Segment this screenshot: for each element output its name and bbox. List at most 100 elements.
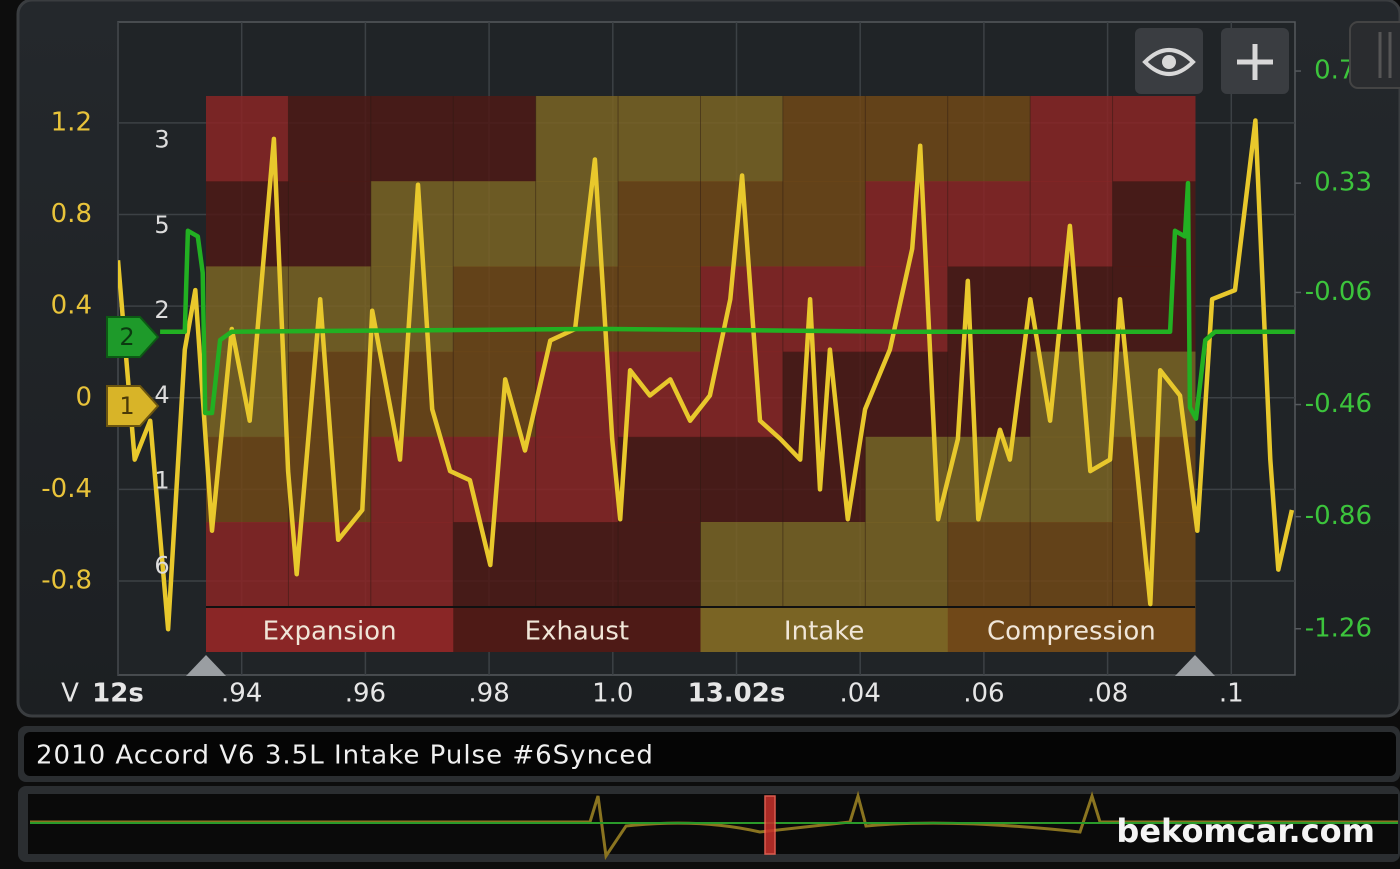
trace xyxy=(118,118,1295,632)
overview-waveform xyxy=(30,790,1398,861)
phase-cell xyxy=(370,522,454,608)
cylinder-label: 4 xyxy=(154,381,169,409)
phase-cell xyxy=(865,96,949,182)
add-button[interactable] xyxy=(1221,28,1289,94)
waveform-title: 2010 Accord V6 3.5L Intake Pulse #6Synce… xyxy=(36,741,654,771)
phase-cell xyxy=(700,96,784,182)
phase-cell xyxy=(288,266,372,353)
y2-tick-label: 0.33 xyxy=(1314,168,1372,198)
phase-cell xyxy=(782,96,866,182)
channel-marker[interactable]: 2 xyxy=(106,316,160,358)
phase-cell xyxy=(865,522,949,608)
watermark: bekomcar.com xyxy=(1116,812,1375,850)
y2-tick-label: -0.06 xyxy=(1305,277,1372,307)
phase-cell xyxy=(782,181,866,267)
cylinder-label: 2 xyxy=(154,296,169,324)
cylinder-label: 6 xyxy=(154,552,169,580)
channel-label: 2 xyxy=(119,323,134,351)
cylinder-phase-overlay xyxy=(206,96,1196,652)
phase-cell xyxy=(782,522,866,608)
x-tick-label: 12s xyxy=(92,679,144,709)
phase-cell xyxy=(618,522,701,608)
phase-band xyxy=(947,608,1196,652)
traces xyxy=(118,118,1295,632)
phase-cell xyxy=(535,96,619,182)
x-tick-label: .06 xyxy=(963,679,1004,709)
cylinder-label: 1 xyxy=(154,466,169,494)
phase-cell xyxy=(865,351,949,438)
phase-cell xyxy=(1112,96,1196,182)
phase-cell xyxy=(1112,266,1196,353)
phase-cell xyxy=(206,522,289,608)
phase-label: Expansion xyxy=(263,617,397,647)
phase-cell xyxy=(1030,266,1114,353)
phase-cell xyxy=(535,351,619,438)
phase-cell xyxy=(206,351,289,438)
phase-cell xyxy=(618,351,701,438)
phase-cell xyxy=(453,96,537,182)
phase-cell xyxy=(1030,522,1114,608)
ruler-marker-left[interactable] xyxy=(186,655,226,676)
phase-cell xyxy=(535,181,619,267)
phase-cell xyxy=(700,436,784,523)
x-tick-label: .1 xyxy=(1219,679,1244,709)
phase-cell xyxy=(618,436,701,523)
phase-cell xyxy=(782,266,866,353)
y2-tick-label: -1.26 xyxy=(1305,613,1372,643)
phase-band xyxy=(453,608,701,652)
y-tick-label: 0.4 xyxy=(51,291,92,321)
phase-cell xyxy=(947,181,1031,267)
phase-cell xyxy=(700,522,784,608)
x-tick-label: 1.0 xyxy=(592,679,633,709)
visibility-button[interactable] xyxy=(1135,28,1203,94)
phase-cell xyxy=(700,266,784,353)
side-handle[interactable] xyxy=(1349,21,1400,89)
phase-cell xyxy=(288,96,372,182)
y-axis-label: V xyxy=(61,679,79,709)
cylinder-label: 3 xyxy=(154,126,169,154)
phase-band xyxy=(700,608,949,652)
y-tick-label: 1.2 xyxy=(51,107,92,137)
x-tick-label: 13.02s xyxy=(688,679,786,709)
y-tick-label: 0 xyxy=(75,382,92,412)
phase-cell xyxy=(947,522,1031,608)
phase-cell xyxy=(535,522,619,608)
axis-labels: 1.20.80.40-0.4-0.80.730.33-0.06-0.46-0.8… xyxy=(41,56,1372,709)
phase-label: Exhaust xyxy=(525,617,629,647)
channel-marker[interactable]: 1 xyxy=(106,385,160,427)
ruler-marker-right[interactable] xyxy=(1175,655,1215,676)
phase-cell xyxy=(535,436,619,523)
phase-band xyxy=(206,608,454,652)
phase-cell xyxy=(370,96,454,182)
overview-viewport[interactable] xyxy=(764,795,776,855)
x-tick-label: .96 xyxy=(345,679,386,709)
title-bar[interactable] xyxy=(24,732,1396,776)
trace xyxy=(160,180,1295,421)
phase-cell xyxy=(1112,181,1196,267)
channel-label: 1 xyxy=(119,392,134,420)
x-tick-label: .98 xyxy=(468,679,509,709)
y-tick-label: -0.4 xyxy=(41,474,92,504)
y-tick-label: 0.8 xyxy=(51,199,92,229)
phase-cell xyxy=(453,266,537,353)
x-tick-label: .04 xyxy=(840,679,881,709)
phase-cell xyxy=(453,181,537,267)
phase-cell xyxy=(288,181,372,267)
x-tick-label: .94 xyxy=(221,679,262,709)
phase-cell xyxy=(453,351,537,438)
phase-cell xyxy=(1030,96,1114,182)
phase-cell xyxy=(618,181,701,267)
y2-tick-label: -0.46 xyxy=(1305,389,1372,419)
y-tick-label: -0.8 xyxy=(41,566,92,596)
phase-cell xyxy=(370,436,454,523)
phase-cell xyxy=(288,522,372,608)
phase-label: Intake xyxy=(784,617,864,647)
phase-cell xyxy=(865,181,949,267)
phase-cell xyxy=(947,266,1031,353)
phase-cell xyxy=(618,96,701,182)
phase-cell xyxy=(700,351,784,438)
phase-cell xyxy=(1030,436,1114,523)
phase-cell xyxy=(618,266,701,353)
x-tick-label: .08 xyxy=(1087,679,1128,709)
